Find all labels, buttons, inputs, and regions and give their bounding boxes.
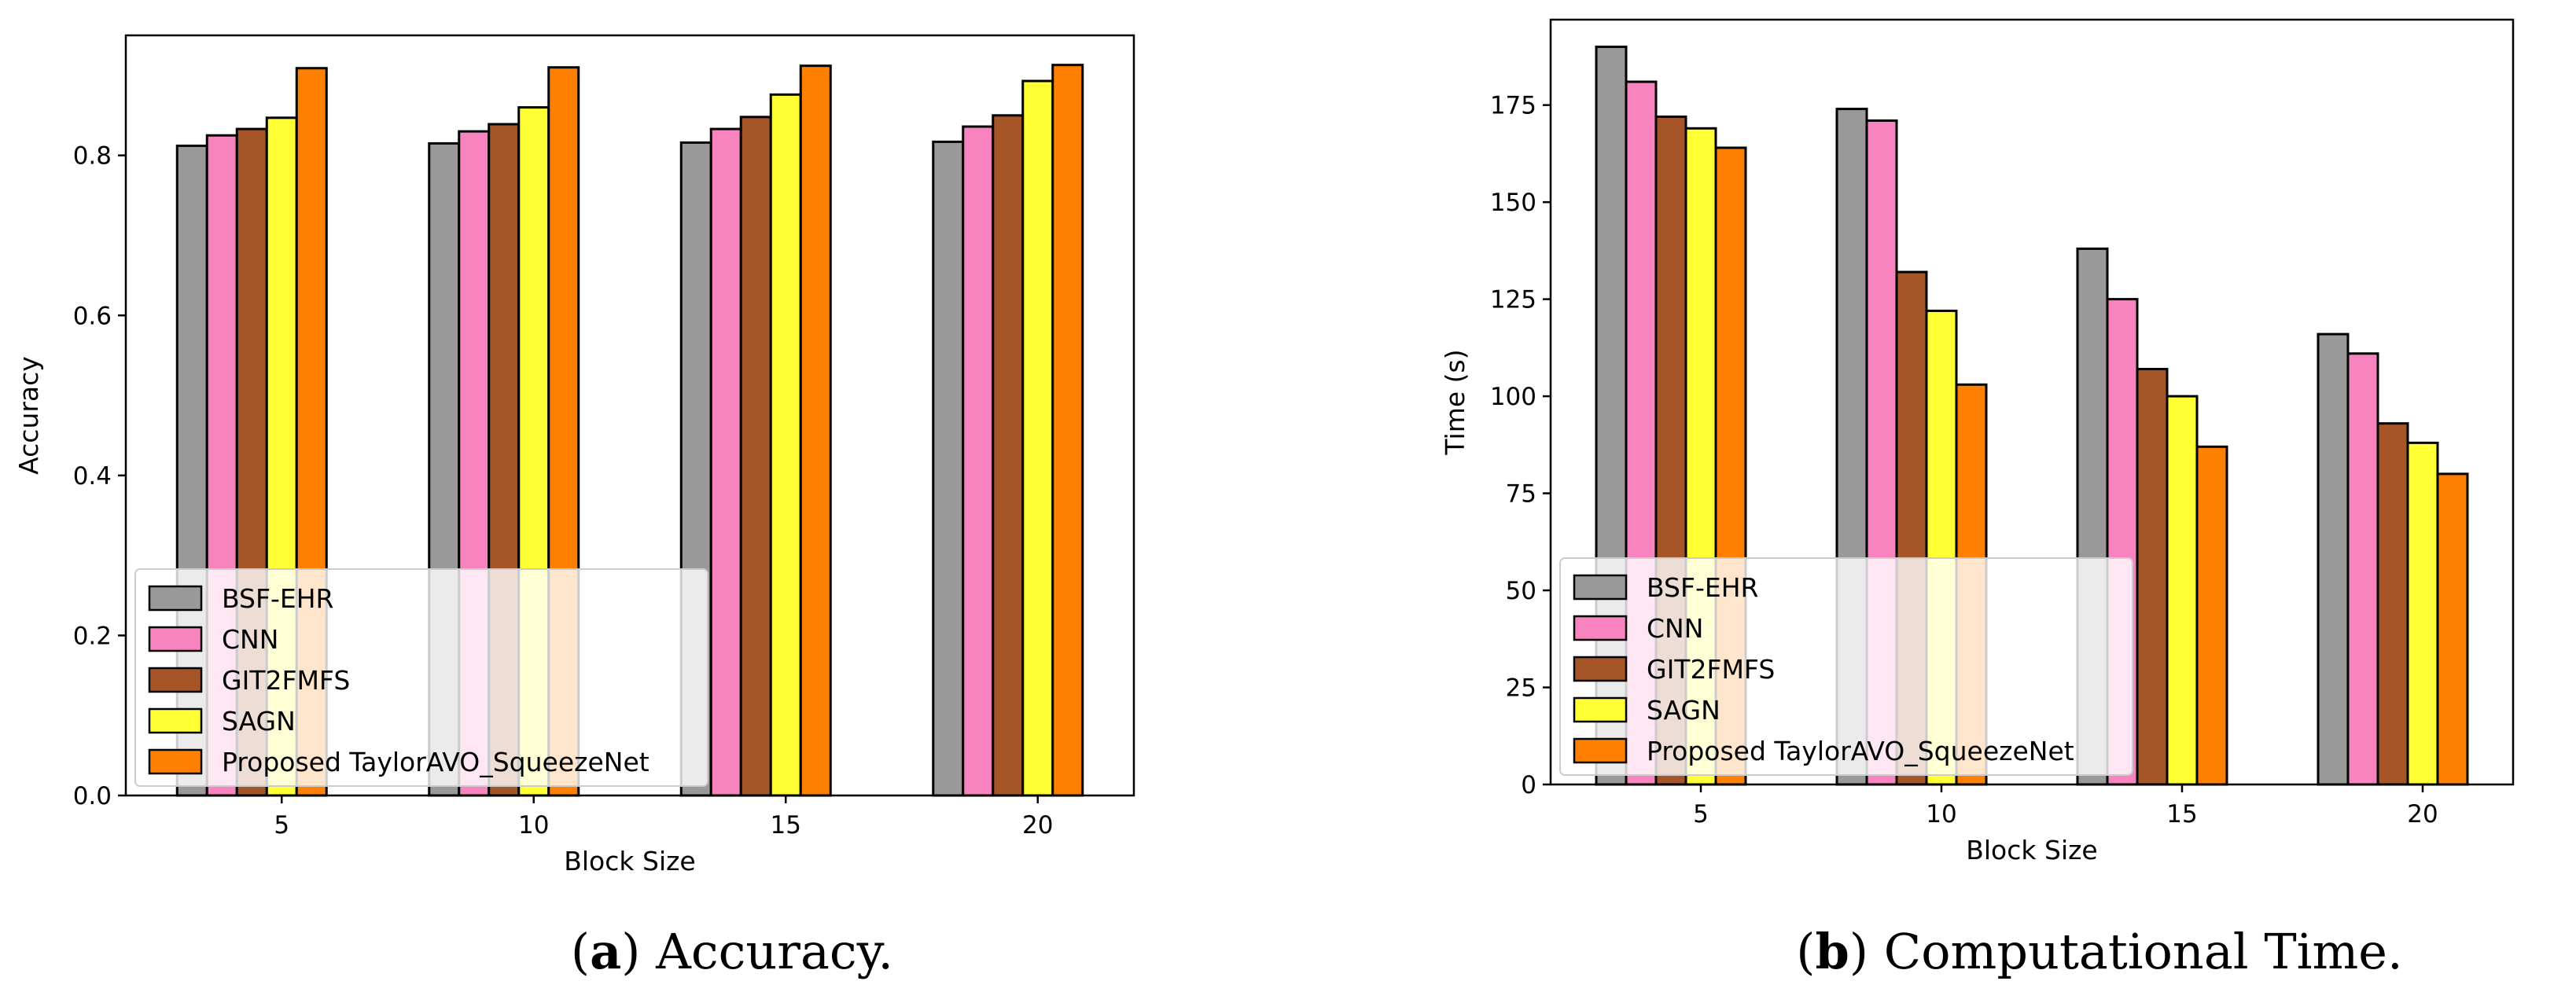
bar-b-4-2	[2195, 445, 2228, 786]
legend: BSF-EHR CNN GIT2FMFS SAGN Proposed TaylorAVO…	[134, 568, 708, 787]
x-tick-label: 15	[2166, 800, 2197, 828]
x-axis-label: Block Size	[564, 846, 695, 876]
legend-label: Proposed TaylorAVO_SqueezeNet	[222, 747, 650, 777]
caption-paren-open: (	[571, 923, 590, 980]
legend-box	[134, 568, 708, 787]
bar-a-3-3	[1021, 79, 1054, 797]
y-tick-label: 0.6	[73, 302, 112, 330]
legend-swatch	[148, 585, 203, 612]
x-tick-label: 5	[1693, 800, 1709, 828]
legend-swatch	[1573, 574, 1628, 601]
y-tick-label: 150	[1490, 189, 1536, 217]
legend-swatch	[1573, 737, 1628, 764]
legend-label: GIT2FMFS	[222, 665, 350, 696]
y-axis-label: Accuracy	[13, 356, 44, 475]
x-tick-label: 10	[1926, 800, 1956, 828]
bar-a-3-2	[769, 93, 802, 797]
x-tick-label: 5	[274, 811, 289, 840]
caption-paren-open: (	[1796, 923, 1815, 980]
y-tick-label: 0.8	[73, 142, 112, 171]
legend-swatch	[148, 667, 203, 693]
caption-paren-close: )	[1849, 923, 1884, 980]
legend-swatch	[1573, 656, 1628, 682]
bar-b-3-3	[2406, 441, 2439, 786]
bar-b-2-2	[2136, 368, 2169, 786]
plot-frame	[124, 34, 1135, 797]
legend-label: CNN	[222, 624, 278, 655]
bar-a-0-3	[932, 140, 965, 797]
y-tick-label: 75	[1506, 480, 1536, 509]
plot-frame	[1549, 18, 2515, 786]
x-tick-label: 15	[771, 811, 801, 840]
caption-text: Computational Time.	[1884, 923, 2403, 980]
legend-box	[1559, 557, 2133, 776]
caption-letter: b	[1816, 923, 1849, 980]
figure-caption: (a) Accuracy.	[571, 923, 893, 980]
bar-b-1-3	[2346, 352, 2379, 786]
y-tick-label: 0.4	[73, 462, 112, 490]
y-tick-label: 50	[1506, 577, 1536, 605]
caption-letter: a	[590, 923, 621, 980]
y-axis-label: Time (s)	[1440, 349, 1470, 455]
y-tick-label: 100	[1490, 383, 1536, 411]
bar-b-0-3	[2317, 332, 2350, 786]
bar-a-2-2	[739, 116, 772, 797]
y-tick-label: 0.2	[73, 622, 112, 650]
legend-label: SAGN	[222, 706, 296, 737]
x-tick-label: 10	[518, 811, 549, 840]
chart-panel-a: 0.0 0.2 0.4 0.6 0.8 5 10 15 20 Block Size Accuracy…	[13, 34, 1135, 980]
bar-a-4-2	[799, 64, 832, 797]
bar-b-3-2	[2166, 395, 2199, 786]
legend-label: SAGN	[1647, 695, 1720, 726]
figure-caption: (b) Computational Time.	[1796, 923, 2402, 980]
legend-swatch	[1573, 696, 1628, 723]
bar-a-1-2	[709, 127, 742, 797]
bar-a-4-3	[1051, 64, 1084, 797]
bar-b-2-3	[2376, 422, 2409, 786]
y-tick-label: 25	[1506, 674, 1536, 703]
y-tick-label: 125	[1490, 286, 1536, 314]
legend-swatch	[148, 707, 203, 734]
bar-a-1-3	[962, 125, 995, 797]
legend-label: BSF-EHR	[1647, 572, 1759, 603]
x-tick-label: 20	[2407, 800, 2438, 828]
legend-label: GIT2FMFS	[1647, 654, 1775, 685]
legend-swatch	[1573, 615, 1628, 641]
legend-label: CNN	[1647, 613, 1703, 644]
legend-swatch	[148, 626, 203, 652]
y-tick-label: 0	[1521, 771, 1536, 799]
legend-swatch	[148, 748, 203, 775]
legend: BSF-EHR CNN GIT2FMFS SAGN Proposed TaylorAVO…	[1559, 557, 2133, 776]
bar-b-4-3	[2436, 472, 2469, 786]
x-axis-label: Block Size	[1966, 835, 2097, 865]
caption-text: Accuracy.	[655, 923, 893, 980]
x-tick-label: 20	[1022, 811, 1053, 840]
legend-label: BSF-EHR	[222, 583, 334, 614]
caption-paren-close: )	[621, 923, 656, 980]
bar-a-2-3	[992, 114, 1025, 797]
y-tick-label: 0.0	[73, 782, 112, 810]
y-tick-label: 175	[1490, 92, 1536, 120]
chart-panel-b: 0 25 50 75 100 125 150 175 5 10 15 20 Block Size Time…	[1440, 18, 2515, 980]
legend-label: Proposed TaylorAVO_SqueezeNet	[1647, 736, 2074, 766]
